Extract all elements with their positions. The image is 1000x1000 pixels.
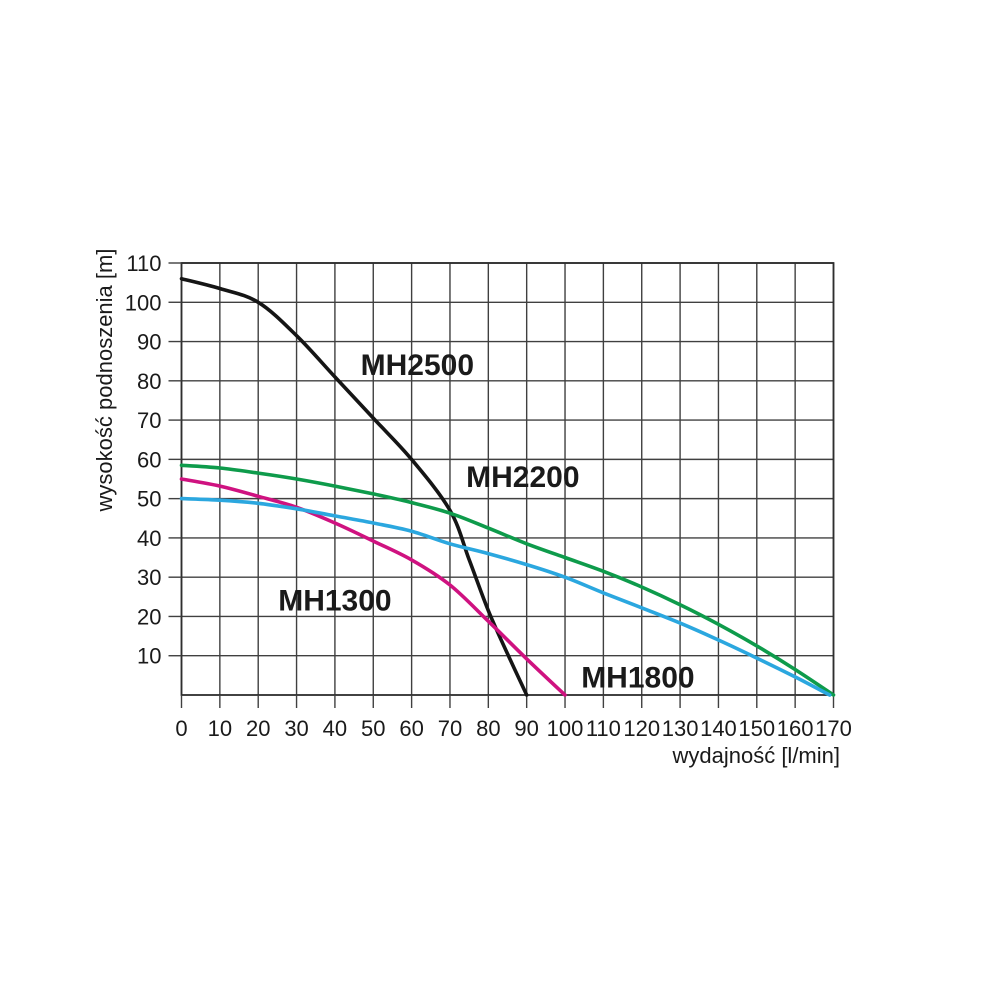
x-tick-label: 20 bbox=[246, 716, 270, 741]
x-tick-label: 70 bbox=[438, 716, 462, 741]
curve-mh2200 bbox=[179, 463, 836, 697]
y-tick-label: 30 bbox=[137, 565, 161, 590]
y-tick-label: 70 bbox=[137, 408, 161, 433]
y-axis-title: wysokość podnoszenia [m] bbox=[92, 249, 117, 513]
curve-label-mh2500: MH2500 bbox=[361, 349, 474, 382]
y-tick-label: 80 bbox=[137, 369, 161, 394]
curve-label-mh1300: MH1300 bbox=[278, 585, 391, 618]
x-tick-label: 110 bbox=[586, 716, 621, 741]
x-tick-label: 90 bbox=[514, 716, 538, 741]
x-tick-label: 140 bbox=[700, 716, 737, 741]
y-tick-label: 100 bbox=[125, 290, 162, 315]
x-tick-label: 30 bbox=[284, 716, 308, 741]
x-tick-label: 10 bbox=[208, 716, 232, 741]
x-tick-label: 130 bbox=[662, 716, 699, 741]
x-axis-title: wydajność [l/min] bbox=[671, 743, 840, 768]
x-tick-label: 50 bbox=[361, 716, 385, 741]
x-tick-label: 100 bbox=[547, 716, 584, 741]
y-tick-label: 60 bbox=[137, 447, 161, 472]
curve-mh2500 bbox=[179, 276, 529, 697]
y-tick-label: 20 bbox=[137, 604, 161, 629]
y-tick-label: 110 bbox=[126, 251, 161, 276]
axis-ticks: 0 10 20 30 40 50 60 70 80 90 100 110 120 130 140 150 160… bbox=[125, 251, 852, 741]
x-tick-label: 170 bbox=[815, 716, 852, 741]
x-tick-label: 80 bbox=[476, 716, 500, 741]
y-tick-label: 40 bbox=[137, 526, 161, 551]
x-tick-label: 120 bbox=[623, 716, 660, 741]
y-tick-label: 10 bbox=[137, 644, 161, 669]
y-tick-label: 50 bbox=[137, 487, 161, 512]
curve-mh1800 bbox=[179, 496, 832, 697]
x-tick-label: 150 bbox=[738, 716, 775, 741]
curves bbox=[179, 276, 836, 697]
curve-label-mh1800: MH1800 bbox=[581, 661, 694, 694]
curve-mh1300 bbox=[179, 477, 567, 697]
x-tick-label: 60 bbox=[399, 716, 423, 741]
curve-label-mh2200: MH2200 bbox=[466, 461, 579, 494]
x-tick-label: 40 bbox=[323, 716, 347, 741]
x-tick-label: 0 bbox=[175, 716, 187, 741]
curve-labels: MH2500 MH2200 MH1300 MH1800 bbox=[278, 349, 694, 694]
x-tick-label: 160 bbox=[777, 716, 814, 741]
y-tick-label: 90 bbox=[137, 330, 161, 355]
